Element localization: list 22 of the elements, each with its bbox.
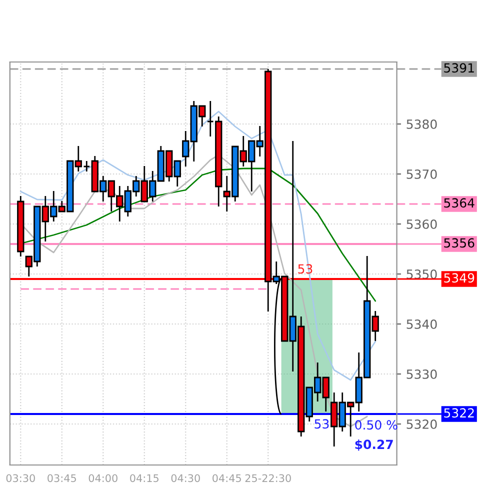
annotation: 0.50 % <box>355 420 398 430</box>
annotation: 53 <box>314 419 329 429</box>
annotation: $0.27 <box>355 439 393 451</box>
ref-line-label: 5356 <box>444 238 474 248</box>
x-tick-label: 03:30 <box>6 474 35 482</box>
ref-line-label: 5349 <box>444 273 474 283</box>
y-tick-label: 5330 <box>406 369 437 379</box>
ref-line-label: 5391 <box>444 63 474 73</box>
y-tick-label: 5320 <box>406 419 437 429</box>
y-tick-label: 5360 <box>406 219 437 229</box>
y-tick-label: 5370 <box>406 169 437 179</box>
x-tick-label: 04:30 <box>171 474 200 482</box>
ref-line-label: 5322 <box>444 408 474 418</box>
y-tick-label: 5340 <box>406 319 437 329</box>
x-tick-label: 04:15 <box>130 474 158 482</box>
y-tick-label: 5380 <box>406 119 437 129</box>
x-tick-label: 04:00 <box>88 474 118 482</box>
x-tick-label: 03:45 <box>48 474 76 482</box>
ref-line-label: 5364 <box>444 198 474 208</box>
x-tick-label: 04:45 <box>212 474 241 482</box>
x-tick-label: 25-22:30 <box>245 474 291 482</box>
annotation: 53 <box>298 264 312 274</box>
